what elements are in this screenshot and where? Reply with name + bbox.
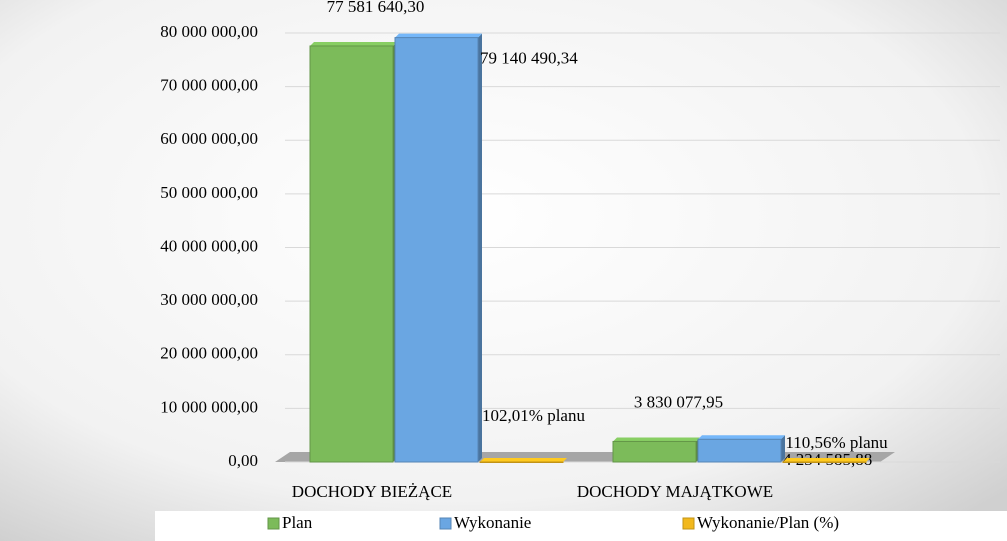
y-tick-label: 30 000 000,00 — [160, 290, 258, 309]
legend-swatch — [439, 517, 452, 530]
bar — [697, 438, 782, 463]
y-tick-label: 10 000 000,00 — [160, 397, 258, 416]
bar — [479, 461, 564, 463]
bar — [394, 37, 479, 463]
x-tick-label: DOCHODY BIEŻĄCE — [292, 482, 452, 501]
data-label: 110,56% planu — [785, 433, 888, 452]
legend-swatch — [682, 517, 695, 530]
y-tick-label: 70 000 000,00 — [160, 76, 258, 95]
bar-top — [310, 41, 397, 46]
y-tick-label: 80 000 000,00 — [160, 22, 258, 41]
bar — [782, 461, 867, 463]
x-tick-label: DOCHODY MAJĄTKOWE — [577, 482, 773, 501]
legend-label: Wykonanie — [454, 513, 531, 532]
bar-top — [698, 435, 785, 440]
y-tick-label: 40 000 000,00 — [160, 236, 258, 255]
bar — [309, 45, 394, 463]
bar-side — [563, 457, 567, 462]
bar — [612, 440, 697, 463]
legend-box — [155, 511, 1007, 541]
data-label: 3 830 077,95 — [634, 392, 723, 411]
bar-top — [783, 457, 870, 462]
y-tick-label: 0,00 — [228, 451, 258, 470]
legend-swatch — [267, 517, 280, 530]
legend-label: Plan — [282, 513, 313, 532]
data-label: 77 581 640,30 — [327, 0, 425, 16]
bar-top — [395, 33, 482, 38]
legend-label: Wykonanie/Plan (%) — [697, 513, 839, 532]
y-tick-label: 20 000 000,00 — [160, 344, 258, 363]
y-tick-label: 60 000 000,00 — [160, 129, 258, 148]
data-label: 79 140 490,34 — [480, 49, 578, 68]
bar-side — [866, 457, 870, 462]
bar-side — [478, 33, 482, 462]
bar-side — [781, 435, 785, 462]
bar-top — [480, 457, 567, 462]
data-label: 102,01% planu — [482, 406, 585, 425]
y-tick-label: 50 000 000,00 — [160, 183, 258, 202]
bar-top — [613, 437, 700, 442]
